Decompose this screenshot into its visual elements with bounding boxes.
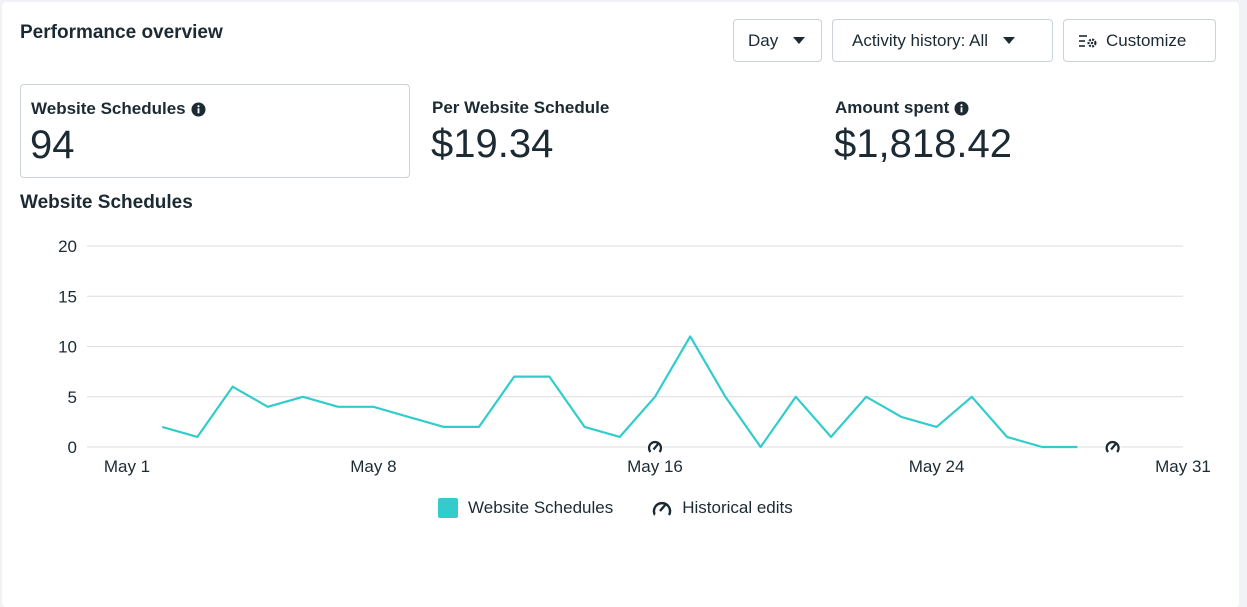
x-tick-label: May 31 [1155, 457, 1211, 476]
customize-label: Customize [1106, 30, 1187, 50]
customize-button[interactable]: Customize [1063, 19, 1216, 62]
x-tick-label: May 8 [350, 457, 396, 476]
historical-edit-marker[interactable] [647, 439, 663, 455]
y-tick-label: 20 [58, 237, 77, 256]
metric-value: 94 [30, 123, 75, 167]
legend-label: Website Schedules [468, 498, 614, 517]
caret-down-icon [1003, 37, 1016, 44]
day-dropdown[interactable]: Day [733, 19, 822, 62]
metric-label-wrap: Amount spent [835, 98, 969, 118]
metric-value: $19.34 [431, 122, 554, 166]
metric-amount-spent[interactable]: Amount spent $1,818.42 [825, 84, 1215, 178]
x-tick-label: May 1 [104, 457, 150, 476]
y-tick-label: 15 [58, 287, 77, 306]
metric-label-wrap: Website Schedules [31, 99, 206, 119]
day-dropdown-label: Day [748, 30, 779, 50]
metric-value: $1,818.42 [834, 122, 1012, 166]
metric-label: Website Schedules [31, 99, 186, 118]
metric-per-website-schedule[interactable]: Per Website Schedule $19.34 [422, 84, 812, 178]
legend-item-historical-edits[interactable]: Historical edits [651, 498, 793, 518]
info-icon[interactable] [191, 102, 206, 117]
x-tick-label: May 16 [627, 457, 683, 476]
legend-swatch [438, 498, 458, 518]
historical-edits-icon [651, 498, 673, 518]
series-line-website-schedules [161, 335, 1078, 449]
activity-history-dropdown[interactable]: Activity history: All [832, 19, 1053, 62]
y-tick-label: 10 [58, 338, 77, 357]
metric-label: Amount spent [835, 98, 950, 117]
customize-icon [1078, 32, 1098, 50]
chart-title: Website Schedules [20, 192, 193, 213]
chart-legend: Website Schedules Historical edits [438, 498, 793, 518]
page-title: Performance overview [20, 22, 223, 43]
metric-label-wrap: Per Website Schedule [432, 98, 609, 118]
info-icon[interactable] [954, 101, 969, 116]
y-tick-label: 0 [68, 438, 77, 457]
caret-down-icon [793, 37, 806, 44]
historical-edit-marker[interactable] [1104, 439, 1121, 455]
y-tick-label: 5 [68, 388, 77, 407]
legend-item-website-schedules[interactable]: Website Schedules [438, 498, 613, 518]
metric-label: Per Website Schedule [432, 98, 610, 117]
activity-history-label: Activity history: All [852, 30, 989, 50]
x-tick-label: May 24 [909, 457, 965, 476]
legend-label: Historical edits [682, 498, 793, 517]
metric-website-schedules[interactable]: Website Schedules 94 [20, 84, 410, 178]
